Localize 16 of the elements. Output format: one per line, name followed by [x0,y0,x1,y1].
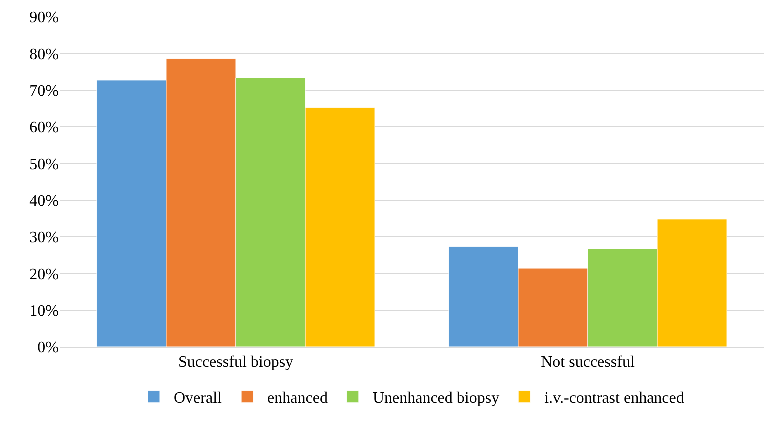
legend-label: enhanced [268,390,328,408]
y-tick-label: 60% [30,120,59,137]
y-tick-label: 20% [30,266,59,284]
y-tick-label: 70% [30,82,59,100]
y-tick-label: 80% [30,46,59,64]
y-tick-label: 0% [38,340,59,357]
y-tick-label: 90% [30,10,59,27]
y-tick-label: 10% [30,302,59,320]
legend-label: Unenhanced biopsy [372,390,500,408]
x-tick-label: Successful biopsy [178,354,294,372]
legend-label: i.v.-contrast enhanced [544,390,684,408]
legend-label: Overall [174,390,223,408]
x-tick-label: Not successful [541,354,636,372]
y-tick-label: 50% [30,156,59,174]
y-tick-label: 30% [30,230,59,247]
y-tick-label: 40% [30,192,59,210]
